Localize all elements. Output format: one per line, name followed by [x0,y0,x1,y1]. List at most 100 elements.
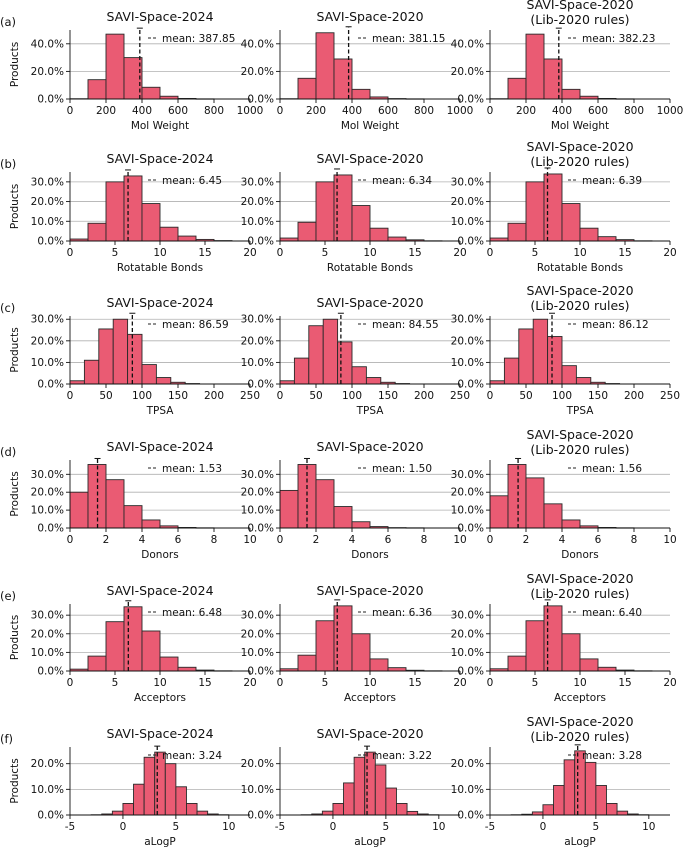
x-tick-label: 4 [349,534,356,546]
histogram-bar [385,787,397,816]
mean-legend: mean: 381.15 [372,33,445,45]
subplot-title: SAVI-Space-2020 [316,295,423,310]
x-tick-label: 200 [204,390,224,402]
y-tick-label: 30.0% [241,469,274,481]
histogram-bar [322,318,339,385]
histogram-bar [561,365,577,385]
x-axis-label: Mol Weight [341,120,399,132]
x-axis-label: aLogP [144,836,176,847]
y-tick-label: 0.0% [247,94,274,106]
x-axis-label: Mol Weight [551,120,609,132]
histogram-bar [543,605,563,672]
histogram-bar [155,377,172,385]
y-tick-label: 40.0% [241,38,274,50]
x-axis-label: Donors [351,549,388,561]
x-tick-label: 150 [588,390,608,402]
x-tick-label: 50 [99,390,112,402]
histogram-bar [525,477,545,529]
subplot-title: SAVI-Space-2020 [316,726,423,741]
histogram-bar [606,803,618,816]
y-tick-label: 30.0% [31,469,64,481]
y-tick-label: 20.0% [31,335,64,347]
y-tick-label: 30.0% [241,610,274,622]
histogram-bar [351,366,367,385]
x-tick-label: 600 [378,105,398,117]
x-tick-label: 10 [222,821,235,833]
histogram-bar [293,357,310,385]
x-tick-label: 0 [67,534,74,546]
y-tick-label: 10.0% [241,357,274,369]
histogram-bar [597,666,617,672]
histogram-bar [406,810,419,816]
histogram-bar [105,33,125,100]
histogram-bar [525,33,545,100]
subplot-r3-c1: 0 2 4 6 8 100.0%10.0%20.0%30.0%DonorsSAVI-Spa… [241,439,467,561]
histogram-bar [561,203,581,242]
x-axis-label: Rotatable Bonds [327,262,413,274]
subplot-title: SAVI-Space-2020 [526,427,633,442]
y-tick-label: 30.0% [241,314,274,326]
x-tick-label: 0 [487,534,494,546]
x-tick-label: 20 [243,677,256,689]
y-tick-label: 20.0% [451,196,484,208]
histogram-bar [315,32,335,100]
subplot-subtitle: (Lib-2020 rules) [530,298,629,313]
subplot-r4-c2: 0 5 10 15 200.0%10.0%20.0%30.0%AcceptorsSAVI… [451,571,677,704]
y-tick-label: 10.0% [31,216,64,228]
histogram-bar [584,761,597,816]
histogram-bar [503,357,520,385]
y-tick-label: 0.0% [457,666,484,678]
histogram-bar [332,803,344,816]
subplot-title: SAVI-Space-2024 [106,9,213,24]
histogram-bar [525,620,545,672]
y-tick-label: 10.0% [241,505,274,517]
x-tick-label: 2 [313,534,320,546]
histogram-bar [133,783,145,816]
histogram-bar [83,359,100,385]
x-tick-label: 5 [322,677,329,689]
histogram-bar [127,333,143,385]
histogram-bar [143,756,156,816]
histogram-bar [177,235,197,242]
x-axis-label: Rotatable Bonds [117,262,203,274]
histogram-bar [507,222,527,242]
x-axis-label: Donors [561,549,598,561]
x-tick-label: 400 [132,105,152,117]
y-tick-label: 20.0% [241,628,274,640]
x-tick-label: 0 [540,821,547,833]
y-tick-label: 30.0% [31,314,64,326]
x-tick-label: 0 [277,390,284,402]
x-tick-label: 200 [96,105,116,117]
y-tick-label: 30.0% [451,469,484,481]
y-tick-label: 20.0% [241,196,274,208]
panel-label: (b) [0,157,16,171]
histogram-bar [69,491,89,529]
histogram-bar [279,380,295,385]
x-tick-label: 1000 [657,105,684,117]
mean-legend: mean: 1.56 [582,463,642,475]
histogram-bar [374,764,387,816]
histogram-bar [141,364,157,385]
histogram-bar [98,328,114,385]
histogram-bar [507,655,527,672]
panel-label: (c) [0,301,15,315]
histogram-bar [87,222,107,242]
x-tick-label: -5 [275,821,285,833]
y-tick-label: 30.0% [451,610,484,622]
subplot-r2-c2: 0 50 100 150 200 2500.0%10.0%20.0%30.0%TPSASA… [451,283,680,417]
mean-legend: mean: 6.40 [582,607,642,619]
y-tick-label: 0.0% [457,810,484,822]
x-tick-label: 10 [453,534,466,546]
x-tick-label: 0 [277,677,284,689]
histogram-bar [315,620,335,672]
y-tick-label: 20.0% [31,487,64,499]
histogram-bar [547,336,563,385]
subplot-title: SAVI-Space-2024 [106,151,213,166]
subplot-title: SAVI-Space-2020 [526,283,633,298]
subplot-title: SAVI-Space-2020 [526,714,633,729]
histogram-bar [489,380,505,385]
y-tick-label: 30.0% [31,176,64,188]
histogram-bar [387,667,407,672]
histogram-bar [343,782,355,816]
